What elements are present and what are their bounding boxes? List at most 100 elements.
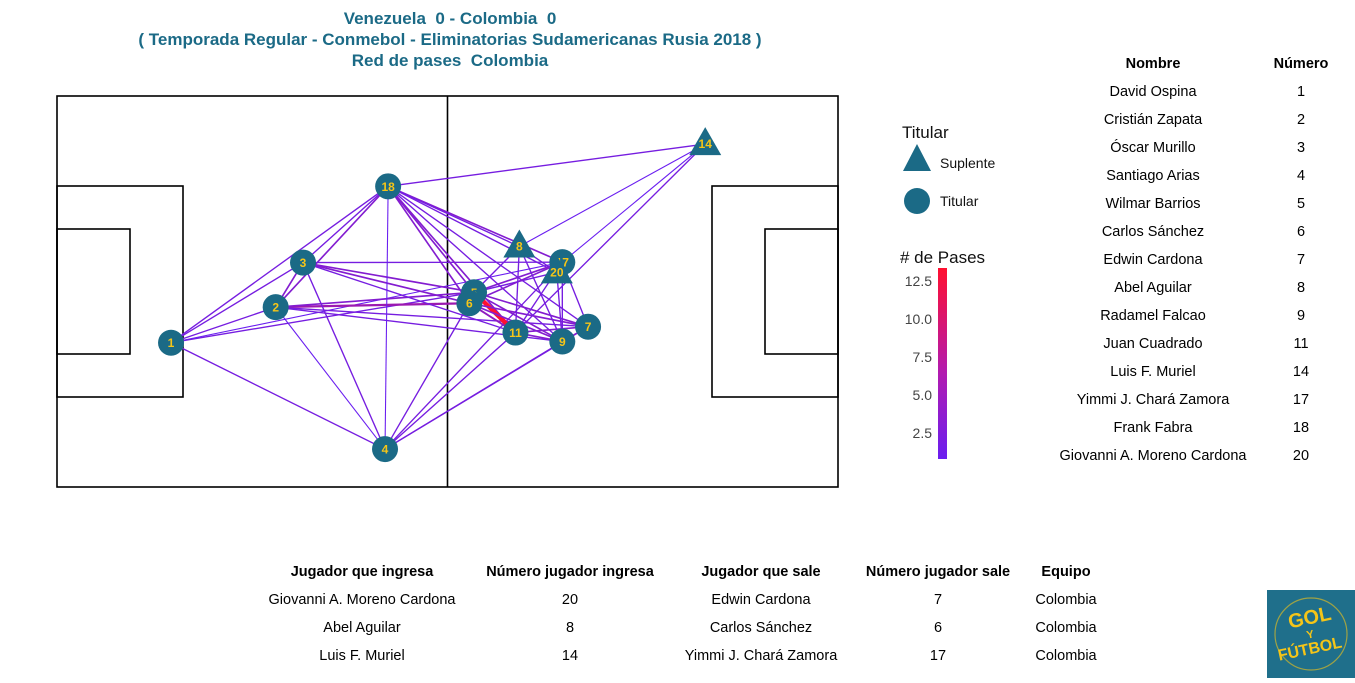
circle-icon <box>904 188 930 214</box>
roster-player-name: Cristián Zapata <box>1050 106 1256 134</box>
pass-edge-1-4 <box>171 343 385 449</box>
subs-header-number-in: Número jugador ingresa <box>471 558 669 586</box>
pass-edge-4-11 <box>385 333 515 450</box>
player-node-label: 4 <box>382 443 389 457</box>
colorbar-tick: 12.5 <box>892 273 932 289</box>
pass-edge-3-18 <box>303 186 388 262</box>
sub-player-in: Luis F. Muriel <box>253 642 471 670</box>
roster-player-name: Yimmi J. Chará Zamora <box>1050 386 1256 414</box>
pass-edge-18-20 <box>388 186 557 272</box>
roster-player-name: Edwin Cardona <box>1050 246 1256 274</box>
roster-player-number: 14 <box>1256 358 1346 386</box>
pass-edge-1-5 <box>171 292 474 342</box>
pass-edge-11-14 <box>515 144 705 332</box>
player-node-label: 3 <box>300 256 307 270</box>
triangle-icon <box>903 144 931 171</box>
sub-player-out: Edwin Cardona <box>669 586 853 614</box>
sub-player-in: Abel Aguilar <box>253 614 471 642</box>
gol-y-futbol-logo: GOL Y FÚTBOL <box>1267 590 1355 678</box>
roster-player-number: 17 <box>1256 386 1346 414</box>
pass-edge-18-9 <box>388 186 562 341</box>
colorbar-tick: 5.0 <box>892 387 932 403</box>
player-node-label: 8 <box>516 240 523 254</box>
roster-player-name: Óscar Murillo <box>1050 134 1256 162</box>
sub-team: Colombia <box>1023 642 1109 670</box>
player-node-label: 2 <box>272 301 279 315</box>
pass-edge-4-18 <box>385 186 388 449</box>
sub-number-out: 17 <box>853 642 1023 670</box>
subs-header-number-out: Número jugador sale <box>853 558 1023 586</box>
player-node-label: 9 <box>559 335 566 349</box>
roster-player-name: Luis F. Muriel <box>1050 358 1256 386</box>
roster-player-number: 20 <box>1256 442 1346 470</box>
roster-player-name: Radamel Falcao <box>1050 302 1256 330</box>
player-node-label: 11 <box>509 326 522 340</box>
player-node-label: 20 <box>550 265 564 279</box>
roster-player-number: 1 <box>1256 78 1346 106</box>
subs-header-row: Jugador que ingresa Número jugador ingre… <box>253 558 1109 586</box>
sub-number-out: 7 <box>853 586 1023 614</box>
sub-number-out: 6 <box>853 614 1023 642</box>
sub-player-out: Yimmi J. Chará Zamora <box>669 642 853 670</box>
roster-player-name: Giovanni A. Moreno Cardona <box>1050 442 1256 470</box>
player-node-label: 14 <box>699 137 713 151</box>
roster-player-name: Santiago Arias <box>1050 162 1256 190</box>
sub-number-in: 14 <box>471 642 669 670</box>
pass-network-chart: 1234567891114171820 <box>0 0 1000 520</box>
roster-player-number: 4 <box>1256 162 1346 190</box>
sub-player-out: Carlos Sánchez <box>669 614 853 642</box>
pass-edge-3-4 <box>303 263 385 450</box>
player-node-label: 1 <box>168 336 175 350</box>
color-legend-title: # de Pases <box>900 248 985 268</box>
legend-suplente-label: Suplente <box>940 155 995 171</box>
colorbar-tick: 7.5 <box>892 349 932 365</box>
pass-edge-2-18 <box>276 186 388 307</box>
roster-header-number: Número <box>1256 50 1346 78</box>
roster-header-row: Nombre Número <box>1050 50 1346 78</box>
pass-edge-14-17 <box>562 144 705 262</box>
pass-edge-18-11 <box>388 186 515 332</box>
passes-colorbar <box>938 268 947 459</box>
pass-edge-3-5 <box>303 263 474 293</box>
left-penalty-area <box>57 186 183 397</box>
roster-player-name: Carlos Sánchez <box>1050 218 1256 246</box>
roster-header-name: Nombre <box>1050 50 1256 78</box>
roster-player-number: 7 <box>1256 246 1346 274</box>
legend-titular-label: Titular <box>940 193 978 209</box>
pass-edge-18-8 <box>388 186 519 246</box>
substitutions-table: Jugador que ingresa Número jugador ingre… <box>253 558 1109 670</box>
player-node-label: 18 <box>381 180 395 194</box>
logo-graphic: GOL Y FÚTBOL <box>1267 590 1355 678</box>
roster-player-number: 5 <box>1256 190 1346 218</box>
roster-player-name: Juan Cuadrado <box>1050 330 1256 358</box>
left-goal-area <box>57 229 130 354</box>
roster-player-name: Wilmar Barrios <box>1050 190 1256 218</box>
roster-player-number: 8 <box>1256 274 1346 302</box>
pass-edges <box>171 144 705 449</box>
subs-header-player-in: Jugador que ingresa <box>253 558 471 586</box>
roster-player-number: 2 <box>1256 106 1346 134</box>
pass-edge-18-14 <box>388 144 705 186</box>
sub-team: Colombia <box>1023 614 1109 642</box>
sub-number-in: 20 <box>471 586 669 614</box>
roster-player-number: 11 <box>1256 330 1346 358</box>
roster-player-name: Abel Aguilar <box>1050 274 1256 302</box>
subs-header-team: Equipo <box>1023 558 1109 586</box>
player-node-label: 6 <box>466 297 473 311</box>
roster-player-number: 6 <box>1256 218 1346 246</box>
